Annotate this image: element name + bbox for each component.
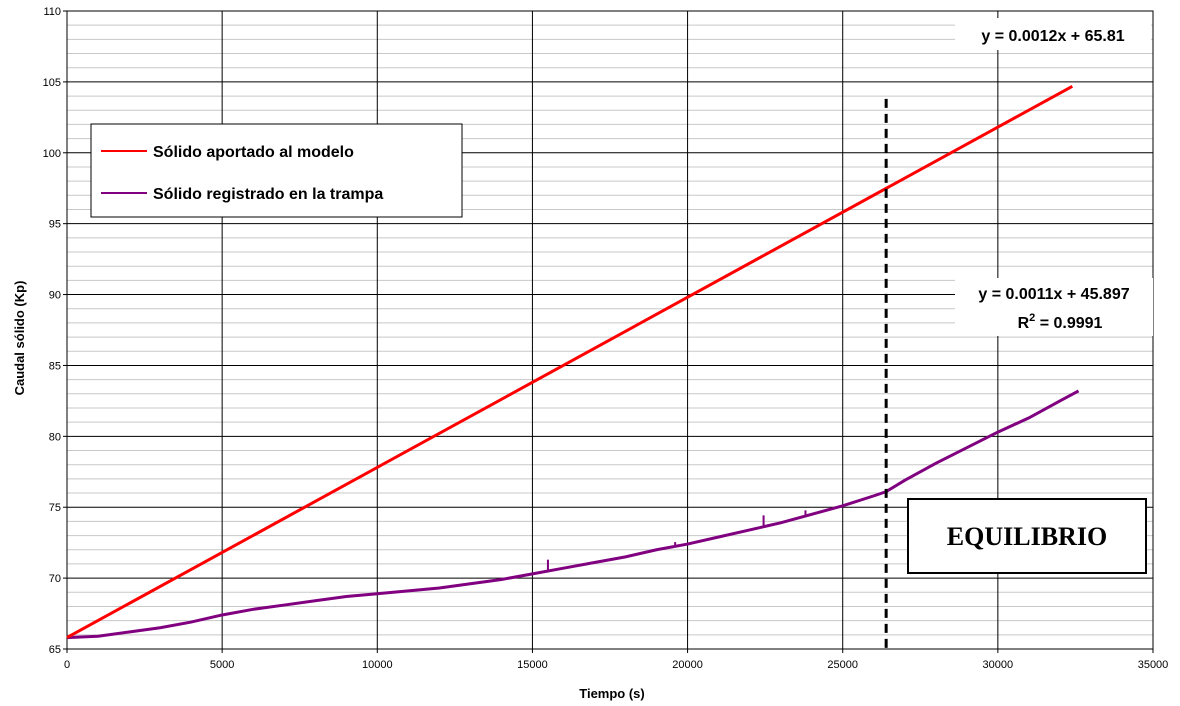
legend-box [90, 123, 463, 218]
y-tick-label: 110 [43, 6, 61, 18]
x-tick-label: 15000 [517, 659, 548, 671]
x-tick-label: 20000 [672, 659, 703, 671]
equilibrium-box [907, 498, 1147, 574]
y-tick-label: 85 [49, 360, 61, 372]
y-axis-ticks: 65 70 75 80 85 90 95 100 105 110 [43, 6, 67, 656]
series-trampa-spikes [546, 510, 807, 572]
legend-label-aportado: Sólido aportado al modelo [153, 144, 354, 161]
eq-red-bg [955, 18, 1151, 50]
legend-label-trampa: Sólido registrado en la trampa [153, 186, 383, 203]
equation-trampa: y = 0.0011x + 45.897 [978, 286, 1129, 303]
y-tick-label: 95 [49, 219, 61, 231]
x-tick-label: 10000 [362, 659, 393, 671]
x-tick-label: 25000 [827, 659, 858, 671]
y-tick-label: 65 [49, 644, 61, 656]
x-tick-label: 30000 [983, 659, 1014, 671]
legend: Sólido aportado al modelo Sólido registr… [90, 123, 463, 218]
minor-grid [67, 24, 1153, 636]
y-tick-label: 105 [43, 77, 61, 89]
x-axis-title: Tiempo (s) [579, 686, 645, 701]
r-squared-label: R2 = 0.9991 [1018, 312, 1103, 332]
y-tick-label: 100 [43, 148, 61, 160]
eq-purple-bg [955, 278, 1153, 336]
equilibrium-label: EQUILIBRIO [947, 522, 1107, 551]
equation-aportado: y = 0.0012x + 65.81 [981, 28, 1124, 45]
y-axis-title: Caudal sólido (Kp) [12, 281, 27, 396]
y-tick-label: 70 [49, 573, 61, 585]
series-trampa-line [66, 389, 1080, 640]
x-tick-label: 5000 [210, 659, 234, 671]
y-tick-label: 80 [49, 431, 61, 443]
series-aportado-line [66, 84, 1074, 639]
x-axis-ticks: 0 5000 10000 15000 20000 25000 30000 35000 [64, 649, 1168, 671]
x-tick-label: 0 [64, 659, 70, 671]
x-tick-label: 35000 [1138, 659, 1169, 671]
y-tick-label: 90 [49, 290, 61, 302]
y-tick-label: 75 [49, 502, 61, 514]
